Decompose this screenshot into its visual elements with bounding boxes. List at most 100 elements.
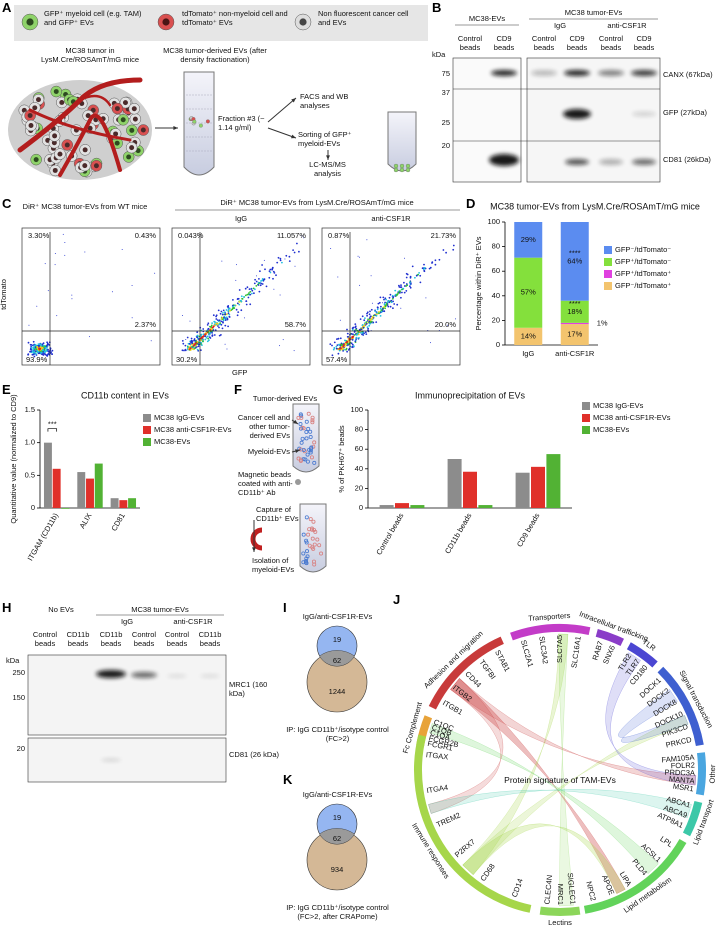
event-dot [294,265,296,267]
nucleus [132,116,138,122]
event-dot [200,341,203,344]
event-dot [384,307,386,310]
event-dot [371,320,373,323]
event-dot [243,296,245,298]
event-dot [405,272,408,275]
event-dot [238,303,241,306]
event-dot [301,235,303,237]
lane-label: CD9 beads [633,34,655,52]
event-dot [355,328,357,331]
event-dot [215,318,218,320]
event-dot [375,314,378,317]
event-dot [238,289,241,291]
event-dot [399,292,401,294]
event-dot [44,263,46,265]
event-dot [279,345,281,347]
lane-label: CD11b beads [66,630,90,648]
legend-swatch [143,438,151,446]
event-dot [54,253,56,255]
arrowhead [291,98,296,103]
bar [128,498,137,508]
event-dot [219,312,222,315]
event-dot [368,317,371,319]
ev [304,556,309,561]
event-dot [353,331,356,333]
event-dot [226,348,228,350]
value-label: 17% [567,330,582,339]
event-dot [423,263,425,266]
venn-count: 62 [333,656,341,665]
event-dot [244,294,247,297]
vessel [78,94,112,107]
venn-count: 934 [331,865,344,874]
venn-caption: IP: IgG CD11b⁺/isotype control (FC>2, af… [286,903,389,921]
quadrant-value: 93.9% [26,355,48,364]
event-dot [405,276,408,279]
event-dot [259,270,261,273]
event-dot [366,312,368,315]
event-dot [227,325,230,328]
event-dot [201,339,204,341]
event-dot [187,347,190,350]
event-dot [46,347,48,349]
label: MC38 tumor-derived EVs (after density fr… [163,46,267,64]
event-dot [196,343,198,345]
event-dot [329,343,332,345]
arrowhead [293,419,298,424]
event-dot [363,319,366,322]
event-dot [392,307,394,310]
event-dot [367,327,369,330]
event-dot [235,264,237,266]
value-label: 29% [521,235,536,244]
event-dot [425,297,427,299]
event-dot [293,350,295,352]
quadrant-value: 57.4% [326,355,348,364]
event-dot [35,353,37,355]
event-dot [207,331,210,334]
group-arc [682,800,703,837]
value-label: 57% [521,288,536,297]
event-dot [257,284,260,286]
lane-label: CD11b beads [99,630,123,648]
event-dot [215,314,218,317]
y-axis-label: Quantitative value (normalized to CD9) [9,394,18,524]
event-dot [353,334,356,336]
event-dot [44,350,47,353]
event-dot [222,316,225,319]
quadrant-value: 11.057% [277,231,306,240]
event-dot [214,329,217,331]
event-dot [200,337,203,340]
event-dot [238,300,241,303]
event-dot [249,293,252,296]
event-dot [225,316,228,319]
event-dot [354,323,357,325]
x-tick-label: CD11b beads [443,511,474,555]
legend-label: MC38 IgG-EVs [593,401,644,410]
event-dot [32,351,35,354]
ev [301,447,306,452]
ev [308,435,313,440]
ev [306,411,311,416]
label: FACS and WB analyses [300,92,349,110]
bar [77,472,86,508]
event-dot [36,305,38,307]
event-dot [380,310,383,313]
event-dot [393,303,396,305]
event-dot [288,260,291,262]
event-dot [342,347,345,350]
nucleus [93,163,99,169]
bar-segment [560,322,589,325]
band [531,70,557,76]
event-dot [394,293,397,296]
group-label: MC38 tumor-EVs [564,8,623,17]
group-arc [595,628,625,646]
arrowhead [291,134,296,139]
event-dot [196,348,199,351]
nucleus [129,145,135,151]
event-dot [384,297,387,300]
event-dot [38,343,41,346]
ev [312,440,317,445]
lane-label: CD11b beads [198,630,222,648]
event-dot [403,281,405,284]
